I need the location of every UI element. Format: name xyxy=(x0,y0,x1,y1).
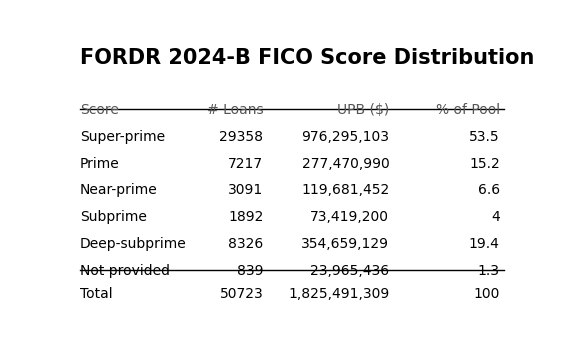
Text: 19.4: 19.4 xyxy=(469,237,500,251)
Text: 29358: 29358 xyxy=(219,130,263,144)
Text: 100: 100 xyxy=(473,287,500,301)
Text: FORDR 2024-B FICO Score Distribution: FORDR 2024-B FICO Score Distribution xyxy=(80,48,535,68)
Text: 976,295,103: 976,295,103 xyxy=(302,130,389,144)
Text: 23,965,436: 23,965,436 xyxy=(310,264,389,278)
Text: Subprime: Subprime xyxy=(80,210,147,224)
Text: 4: 4 xyxy=(491,210,500,224)
Text: 277,470,990: 277,470,990 xyxy=(302,157,389,171)
Text: 8326: 8326 xyxy=(228,237,263,251)
Text: 839: 839 xyxy=(237,264,263,278)
Text: 3091: 3091 xyxy=(228,183,263,197)
Text: Deep-subprime: Deep-subprime xyxy=(80,237,187,251)
Text: Score: Score xyxy=(80,103,119,117)
Text: Super-prime: Super-prime xyxy=(80,130,165,144)
Text: 53.5: 53.5 xyxy=(469,130,500,144)
Text: 6.6: 6.6 xyxy=(478,183,500,197)
Text: 1,825,491,309: 1,825,491,309 xyxy=(288,287,389,301)
Text: Prime: Prime xyxy=(80,157,120,171)
Text: 73,419,200: 73,419,200 xyxy=(310,210,389,224)
Text: % of Pool: % of Pool xyxy=(435,103,500,117)
Text: 354,659,129: 354,659,129 xyxy=(302,237,389,251)
Text: Total: Total xyxy=(80,287,113,301)
Text: 119,681,452: 119,681,452 xyxy=(301,183,389,197)
Text: Not provided: Not provided xyxy=(80,264,170,278)
Text: 1892: 1892 xyxy=(228,210,263,224)
Text: 7217: 7217 xyxy=(229,157,263,171)
Text: Near-prime: Near-prime xyxy=(80,183,158,197)
Text: # Loans: # Loans xyxy=(207,103,263,117)
Text: 50723: 50723 xyxy=(219,287,263,301)
Text: 15.2: 15.2 xyxy=(469,157,500,171)
Text: UPB ($): UPB ($) xyxy=(337,103,389,117)
Text: 1.3: 1.3 xyxy=(478,264,500,278)
